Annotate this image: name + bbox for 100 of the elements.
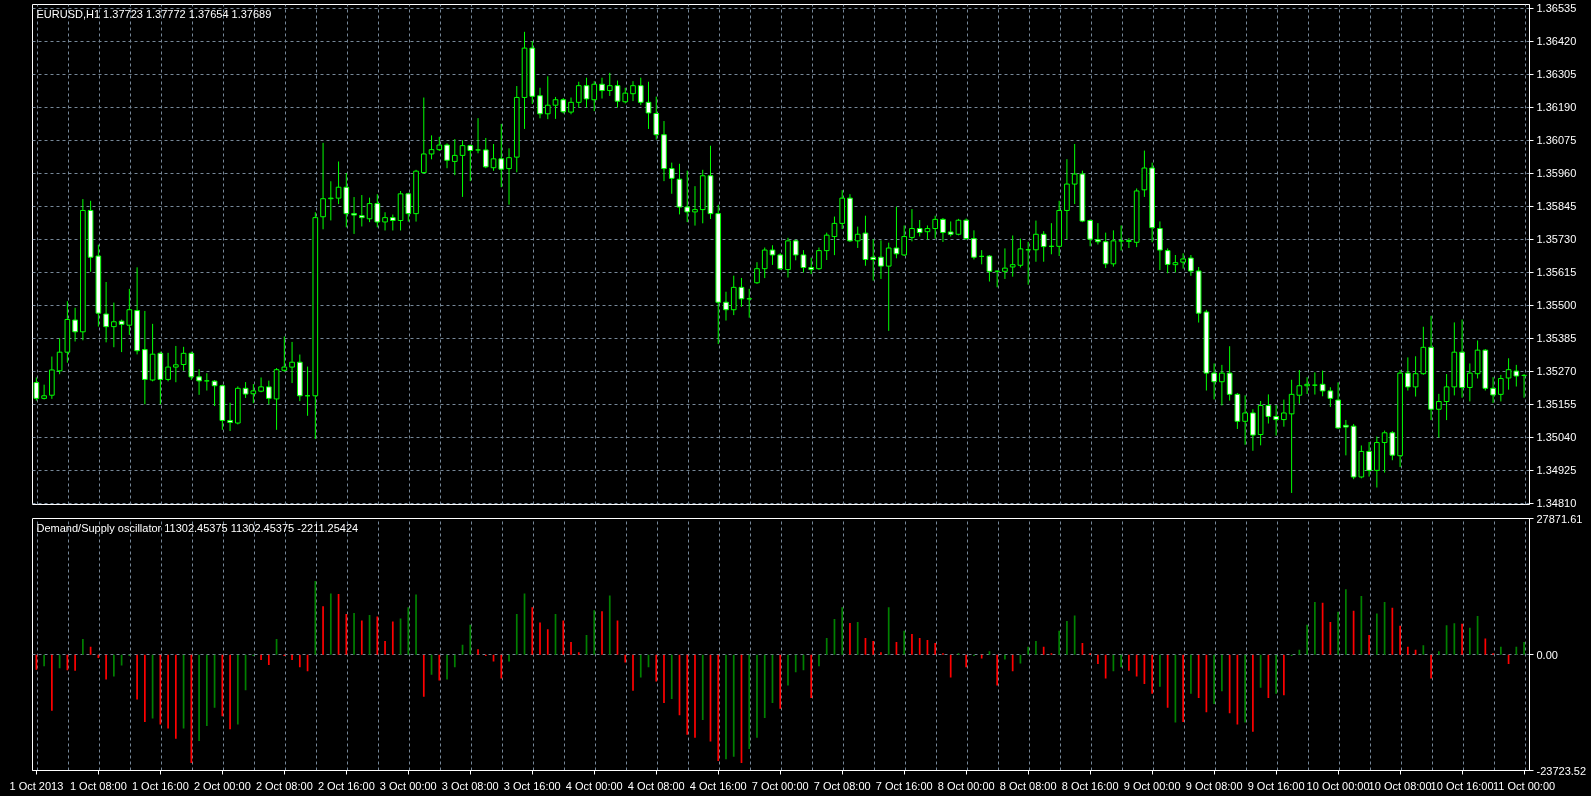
candlestick bbox=[1405, 357, 1411, 391]
candlestick bbox=[940, 218, 946, 242]
candlestick bbox=[327, 181, 334, 221]
y-tick-label: 1.35615 bbox=[1536, 266, 1577, 279]
candlestick bbox=[591, 81, 598, 112]
x-tick-label: 4 Oct 16:00 bbox=[689, 779, 747, 792]
candlestick bbox=[1157, 221, 1163, 271]
x-tick-label: 10 Oct 00:00 bbox=[1306, 779, 1370, 792]
candlestick bbox=[258, 377, 264, 393]
candlestick bbox=[1443, 374, 1450, 421]
candlestick bbox=[444, 143, 450, 169]
candlestick bbox=[1250, 409, 1256, 451]
candlestick bbox=[870, 239, 877, 281]
candlestick bbox=[56, 338, 63, 375]
candlestick bbox=[1211, 363, 1217, 400]
candlestick bbox=[289, 341, 295, 384]
x-tick-label: 3 Oct 08:00 bbox=[441, 779, 499, 792]
candlestick bbox=[281, 336, 288, 372]
candlestick bbox=[963, 218, 970, 240]
y-tick-label: 1.35385 bbox=[1536, 332, 1577, 345]
candlestick bbox=[614, 80, 621, 108]
x-tick-label: 9 Oct 16:00 bbox=[1247, 779, 1305, 792]
chart-title: Demand/Supply oscillator 11302.45375 11302.45375 -2211.25424 bbox=[36, 521, 359, 534]
candlestick bbox=[451, 139, 458, 176]
candlestick bbox=[692, 186, 698, 226]
candlestick bbox=[761, 247, 768, 279]
y-tick-label: 1.36305 bbox=[1536, 68, 1577, 81]
candlestick bbox=[1467, 363, 1473, 402]
x-tick-label: 1 Oct 08:00 bbox=[69, 779, 127, 792]
candlestick bbox=[878, 240, 884, 279]
candlestick bbox=[645, 81, 652, 129]
x-tick-label: 7 Oct 08:00 bbox=[813, 779, 871, 792]
candlestick bbox=[637, 77, 644, 106]
y-tick-label: 1.35730 bbox=[1536, 233, 1577, 246]
candlestick bbox=[792, 239, 799, 261]
candlestick bbox=[932, 215, 939, 239]
candlestick bbox=[1490, 377, 1496, 403]
candlestick bbox=[1242, 395, 1248, 445]
candlestick bbox=[630, 81, 636, 102]
candlestick bbox=[723, 291, 729, 321]
chart-title: EURUSD,H1 1.37723 1.37772 1.37654 1.37689 bbox=[36, 7, 272, 20]
candlestick bbox=[482, 137, 489, 169]
y-tick-label: -23723.52 bbox=[1536, 764, 1587, 777]
candlestick bbox=[583, 77, 590, 108]
candlestick bbox=[103, 281, 109, 343]
candlestick bbox=[173, 345, 179, 383]
candlestick bbox=[816, 247, 822, 270]
x-tick-label: 1 Oct 2013 bbox=[9, 779, 64, 792]
candlestick bbox=[72, 307, 78, 342]
candlestick bbox=[351, 197, 357, 234]
candlestick bbox=[1033, 220, 1039, 262]
x-tick-label: 8 Oct 08:00 bbox=[999, 779, 1057, 792]
candlestick bbox=[1498, 374, 1504, 402]
x-tick-label: 7 Oct 16:00 bbox=[875, 779, 933, 792]
candlestick bbox=[606, 72, 613, 96]
candlestick bbox=[544, 76, 551, 120]
candlestick bbox=[1141, 150, 1148, 197]
candlestick bbox=[599, 77, 605, 99]
candlestick bbox=[668, 162, 675, 194]
candlestick bbox=[1226, 346, 1233, 401]
candlestick bbox=[901, 225, 908, 256]
x-tick-label: 4 Oct 00:00 bbox=[565, 779, 623, 792]
x-tick-label: 2 Oct 16:00 bbox=[317, 779, 375, 792]
candlestick bbox=[165, 352, 171, 382]
candlestick bbox=[1009, 235, 1016, 277]
candlestick bbox=[428, 135, 435, 160]
x-tick-label: 7 Oct 00:00 bbox=[751, 779, 809, 792]
candlestick bbox=[986, 255, 993, 282]
candlestick bbox=[1095, 223, 1101, 245]
y-tick-label: 27871.61 bbox=[1536, 512, 1583, 525]
y-tick-label: 1.34925 bbox=[1536, 464, 1577, 477]
y-tick-label: 1.35155 bbox=[1536, 398, 1577, 411]
candlestick bbox=[41, 384, 47, 400]
x-tick-label: 3 Oct 00:00 bbox=[379, 779, 437, 792]
candlestick bbox=[358, 195, 365, 227]
candlestick bbox=[730, 275, 737, 316]
candlestick bbox=[320, 142, 326, 230]
y-tick-label: 1.35845 bbox=[1536, 200, 1577, 213]
candlestick bbox=[111, 302, 117, 348]
candlestick bbox=[1188, 255, 1194, 276]
candlestick bbox=[211, 380, 218, 407]
candlestick bbox=[575, 81, 582, 108]
x-tick-label: 1 Oct 16:00 bbox=[131, 779, 189, 792]
x-tick-label: 8 Oct 16:00 bbox=[1061, 779, 1119, 792]
candlestick bbox=[1219, 364, 1225, 406]
candlestick bbox=[971, 230, 977, 260]
candlestick bbox=[420, 97, 427, 174]
candlestick bbox=[506, 148, 512, 205]
candlestick bbox=[684, 170, 691, 223]
candlestick bbox=[1281, 399, 1287, 427]
candlestick bbox=[800, 250, 807, 273]
candlestick bbox=[1180, 253, 1186, 269]
y-tick-label: 1.35500 bbox=[1536, 299, 1577, 312]
candlestick bbox=[909, 209, 915, 242]
x-tick-label: 10 Oct 08:00 bbox=[1368, 779, 1432, 792]
candlestick bbox=[537, 87, 543, 119]
candlestick bbox=[1273, 405, 1279, 436]
y-tick-label: 1.36535 bbox=[1536, 2, 1577, 15]
candlestick bbox=[1319, 370, 1326, 397]
candlestick bbox=[1343, 419, 1349, 456]
